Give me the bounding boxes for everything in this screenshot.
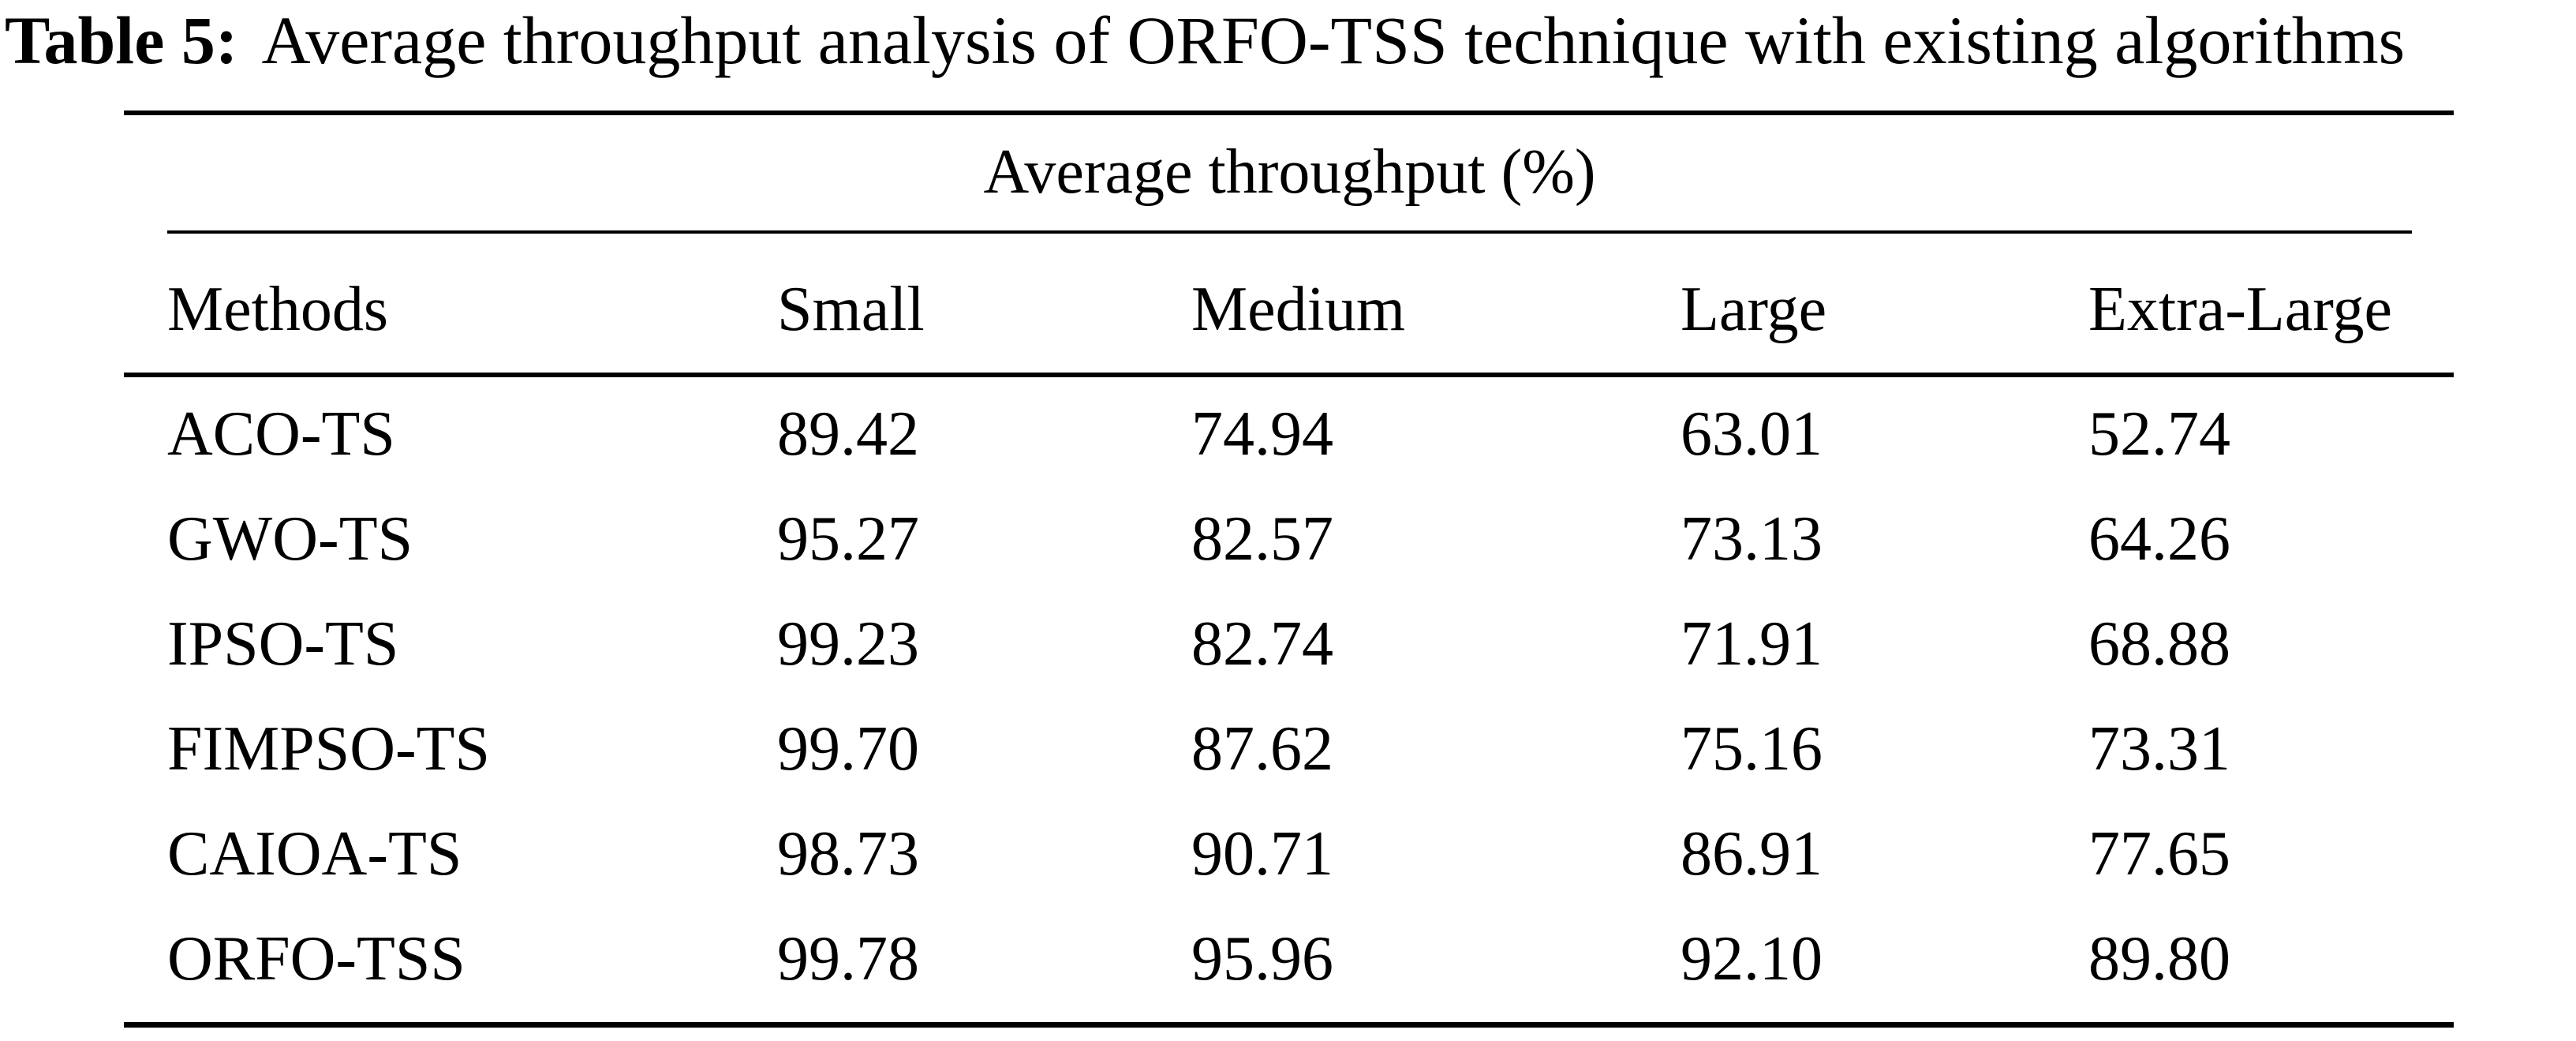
table-caption-label: Table 5: [5, 2, 238, 78]
value-cell: 75.16 [1681, 714, 1823, 784]
value-cell: 52.74 [2088, 399, 2230, 469]
table-caption: Table 5: Average throughput analysis of O… [5, 2, 2405, 80]
column-group-header: Average throughput (%) [983, 137, 1596, 207]
column-header-small: Small [777, 275, 925, 344]
value-cell: 82.74 [1191, 609, 1333, 679]
method-cell: CAIOA-TS [167, 819, 462, 889]
method-cell: IPSO-TS [167, 609, 399, 679]
table-row: GWO-TS 95.27 82.57 73.13 64.26 [124, 507, 2454, 579]
column-header-methods: Methods [167, 275, 388, 344]
table-top-rule [124, 110, 2454, 115]
value-cell: 99.78 [777, 924, 919, 994]
value-cell: 77.65 [2088, 819, 2230, 889]
value-cell: 73.31 [2088, 714, 2230, 784]
table-row: ORFO-TSS 99.78 95.96 92.10 89.80 [124, 927, 2454, 998]
column-header-medium: Medium [1191, 275, 1406, 344]
group-header-rule [167, 230, 2412, 234]
value-cell: 63.01 [1681, 399, 1823, 469]
method-cell: ORFO-TSS [167, 924, 465, 994]
table-row: FIMPSO-TS 99.70 87.62 75.16 73.31 [124, 717, 2454, 788]
method-cell: FIMPSO-TS [167, 714, 491, 784]
value-cell: 87.62 [1191, 714, 1333, 784]
column-header-extra-large: Extra-Large [2088, 275, 2392, 344]
value-cell: 86.91 [1681, 819, 1823, 889]
table-bottom-rule [124, 1022, 2454, 1028]
value-cell: 73.13 [1681, 504, 1823, 574]
value-cell: 89.42 [777, 399, 919, 469]
value-cell: 89.80 [2088, 924, 2230, 994]
value-cell: 95.27 [777, 504, 919, 574]
value-cell: 68.88 [2088, 609, 2230, 679]
value-cell: 99.23 [777, 609, 919, 679]
value-cell: 82.57 [1191, 504, 1333, 574]
value-cell: 74.94 [1191, 399, 1333, 469]
table-header-row: Methods Small Medium Large Extra-Large [124, 278, 2454, 349]
method-cell: ACO-TS [167, 399, 395, 469]
value-cell: 71.91 [1681, 609, 1823, 679]
header-bottom-rule [124, 373, 2454, 377]
method-cell: GWO-TS [167, 504, 413, 574]
table-row: CAIOA-TS 98.73 90.71 86.91 77.65 [124, 822, 2454, 893]
value-cell: 64.26 [2088, 504, 2230, 574]
table-caption-text: Average throughput analysis of ORFO-TSS … [261, 2, 2406, 78]
value-cell: 92.10 [1681, 924, 1823, 994]
value-cell: 90.71 [1191, 819, 1333, 889]
value-cell: 98.73 [777, 819, 919, 889]
value-cell: 99.70 [777, 714, 919, 784]
table-row: IPSO-TS 99.23 82.74 71.91 68.88 [124, 612, 2454, 683]
column-header-large: Large [1681, 275, 1827, 344]
table-row: ACO-TS 89.42 74.94 63.01 52.74 [124, 403, 2454, 474]
value-cell: 95.96 [1191, 924, 1333, 994]
throughput-table: Average throughput (%) Methods Small Med… [124, 110, 2454, 1030]
